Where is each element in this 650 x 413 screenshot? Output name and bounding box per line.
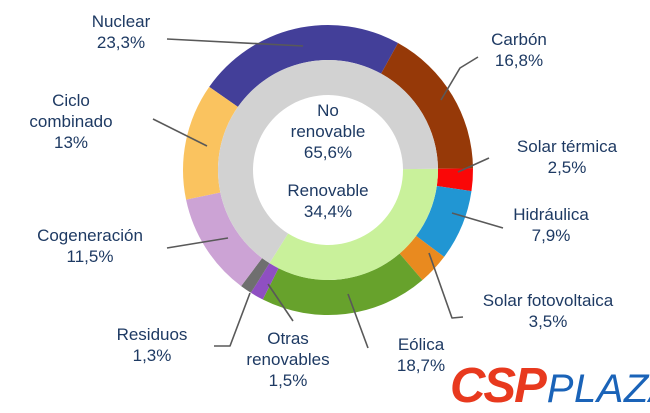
label-solar-termica-pct: 2,5% (547, 158, 587, 177)
leader-line-eolica (347, 293, 369, 349)
label-otras-renovables-pct: 1,5% (268, 371, 308, 390)
leader-line-residuos (214, 292, 251, 347)
label-eolica-pct: 18,7% (396, 356, 446, 375)
inner-ring-no_renovable (217, 59, 438, 264)
label-solar-fotovoltaica: Solar fotovoltaica 3,5% (462, 290, 634, 332)
label-solar-termica: Solar térmica 2,5% (492, 136, 642, 178)
label-otras-renovables-name: Otras renovables (246, 329, 330, 369)
segment-hidraulica (416, 185, 472, 257)
csp-plaza-logo: CSP PLAZA (450, 358, 650, 413)
label-carbon-pct: 16,8% (494, 51, 544, 70)
center-label-renovable: Renovable 34,4% (253, 180, 403, 222)
label-ciclo-combinado-pct: 13% (53, 133, 89, 152)
label-nuclear: Nuclear 23,3% (46, 11, 196, 53)
label-ciclo-combinado-name: Ciclo combinado (29, 91, 113, 131)
label-residuos-name: Residuos (116, 325, 188, 344)
label-cogeneracion: Cogeneración 11,5% (15, 225, 165, 267)
label-residuos-pct: 1,3% (132, 346, 172, 365)
segment-residuos (241, 258, 270, 293)
label-residuos: Residuos 1,3% (77, 324, 227, 366)
leader-line-cogeneracion (166, 237, 229, 249)
logo-plaza-text: PLAZA (546, 367, 650, 411)
leader-line-otras_renovables (267, 283, 294, 322)
logo-csp-text: CSP (450, 359, 547, 413)
segment-solar_fotovoltaica (399, 235, 445, 281)
inner-ring-renovable (269, 168, 438, 280)
label-solar-fotovoltaica-name: Solar fotovoltaica (482, 291, 614, 310)
label-nuclear-name: Nuclear (91, 12, 151, 31)
leader-line-nuclear (166, 38, 304, 47)
label-cogeneracion-name: Cogeneración (37, 226, 143, 245)
leader-line-ciclo_combinado (152, 118, 208, 147)
center-label-no-renovable-pct: 65,6% (303, 143, 353, 162)
leader-line-hidraulica (451, 212, 504, 229)
segment-ciclo_combinado (182, 86, 238, 200)
label-hidraulica-name: Hidráulica (513, 205, 589, 224)
segment-eolica (262, 253, 423, 316)
center-label-renovable-pct: 34,4% (303, 202, 353, 221)
center-labels: No renovable 65,6% Renovable 34,4% (253, 100, 403, 222)
label-ciclo-combinado: Ciclo combinado 13% (11, 90, 131, 153)
label-hidraulica: Hidráulica 7,9% (476, 204, 626, 246)
center-label-renovable-name: Renovable (287, 181, 369, 200)
label-carbon: Carbón 16,8% (444, 29, 594, 71)
label-nuclear-pct: 23,3% (96, 33, 146, 52)
label-eolica: Eólica 18,7% (346, 334, 496, 376)
label-cogeneracion-pct: 11,5% (66, 247, 114, 266)
segment-otras_renovables (250, 263, 279, 300)
label-otras-renovables: Otras renovables 1,5% (238, 328, 338, 391)
label-solar-fotovoltaica-pct: 3,5% (528, 312, 568, 331)
label-eolica-name: Eólica (397, 335, 445, 354)
center-label-no-renovable: No renovable 65,6% (253, 100, 403, 163)
segment-nuclear (209, 24, 399, 107)
leader-line-solar_fotovoltaica (428, 252, 464, 319)
leader-line-carbon (440, 56, 479, 101)
label-solar-termica-name: Solar térmica (516, 137, 618, 156)
segment-solar_termica (436, 168, 473, 192)
center-label-no-renovable-name: No renovable (290, 101, 366, 141)
leader-line-solar_termica (457, 157, 490, 173)
label-hidraulica-pct: 7,9% (531, 226, 571, 245)
segment-carbon (381, 43, 473, 169)
label-carbon-name: Carbón (491, 30, 547, 49)
